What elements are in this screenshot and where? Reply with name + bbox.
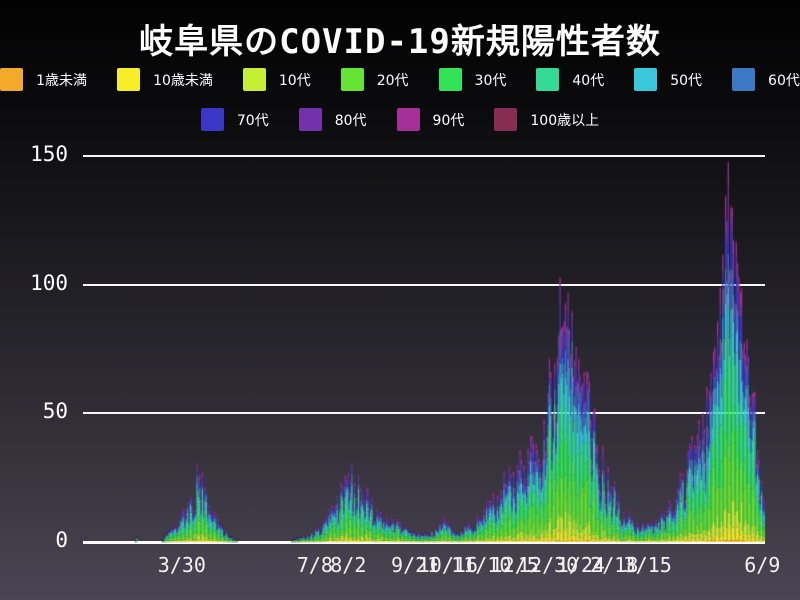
legend-swatch-icon xyxy=(200,108,224,131)
legend-swatch-icon xyxy=(340,68,364,91)
legend-label: 80代 xyxy=(334,112,367,129)
legend-item-10代: 10代 xyxy=(242,68,311,91)
legend-label: 30代 xyxy=(474,72,507,89)
legend-swatch-icon xyxy=(396,108,420,131)
y-tick-label-0: 0 xyxy=(55,528,68,552)
legend-label: 40代 xyxy=(572,72,605,89)
legend-swatch-icon xyxy=(117,68,141,91)
y-tick-label-150: 150 xyxy=(30,142,68,166)
legend-item-20代: 20代 xyxy=(340,68,409,91)
y-tick-label-50: 50 xyxy=(42,399,68,424)
legend-label: 100歳以上 xyxy=(530,112,600,129)
legend-swatch-icon xyxy=(438,68,462,91)
legend-label: 10歳未満 xyxy=(153,72,213,89)
legend-item-10歳未満: 10歳未満 xyxy=(117,68,213,91)
legend-swatch-icon xyxy=(732,68,756,91)
legend-item-1歳未満: 1歳未満 xyxy=(0,68,87,91)
legend-label: 90代 xyxy=(432,112,465,129)
x-tick-label-12-5: 12/5 xyxy=(490,553,539,577)
chart-title: 岐阜県のCOVID-19新規陽性者数 xyxy=(139,22,661,62)
legend-swatch-icon xyxy=(242,68,266,91)
x-tick-label-6-9: 6/9 xyxy=(744,553,781,577)
legend-item-50代: 50代 xyxy=(634,68,702,91)
y-tick-label-100: 100 xyxy=(30,270,68,295)
legend-item-100歳以上: 100歳以上 xyxy=(494,108,599,131)
legend-swatch-icon xyxy=(536,68,560,91)
legend-swatch-icon xyxy=(298,108,322,131)
legend-item-30代: 30代 xyxy=(438,68,507,91)
legend-swatch-icon xyxy=(634,68,658,91)
legend-item-90代: 90代 xyxy=(396,108,465,131)
legend-item-70代: 70代 xyxy=(200,108,269,131)
legend-label: 20代 xyxy=(376,72,409,89)
legend-row-2: 70代 80代 90代 100歳以上 xyxy=(0,108,800,131)
x-tick-label-12-30: 12/30 xyxy=(518,553,579,577)
x-tick-label-3-15: 3/15 xyxy=(623,553,672,577)
legend-label: 1歳未満 xyxy=(36,72,88,89)
legend-swatch-icon xyxy=(0,68,24,91)
legend-item-80代: 80代 xyxy=(298,108,367,131)
x-tick-label-8-2: 8/2 xyxy=(330,553,367,577)
legend-label: 10代 xyxy=(278,72,311,89)
x-tick-label-1-24: 1/24 xyxy=(556,553,605,577)
legend-item-40代: 40代 xyxy=(536,68,604,91)
x-tick-label-2-18: 2/18 xyxy=(590,553,639,577)
legend-label: 50代 xyxy=(670,72,703,89)
x-tick-label-3-30: 3/30 xyxy=(157,553,206,577)
x-tick-label-7-8: 7/8 xyxy=(296,553,333,577)
x-tick-label-10-16: 10/16 xyxy=(417,553,478,577)
x-tick-label-11-10: 11/10 xyxy=(451,553,512,577)
legend-row-1: 1歳未満 10歳未満 10代 20代 30代 40代 50代 60代 xyxy=(0,68,800,91)
legend-item-60代: 60代 xyxy=(732,68,800,91)
legend-label: 70代 xyxy=(236,112,269,129)
x-tick-label-9-21: 9/21 xyxy=(391,553,440,577)
legend-swatch-icon xyxy=(494,108,518,131)
stacked-bars-plot-area xyxy=(83,144,767,544)
legend-label: 60代 xyxy=(768,72,800,89)
